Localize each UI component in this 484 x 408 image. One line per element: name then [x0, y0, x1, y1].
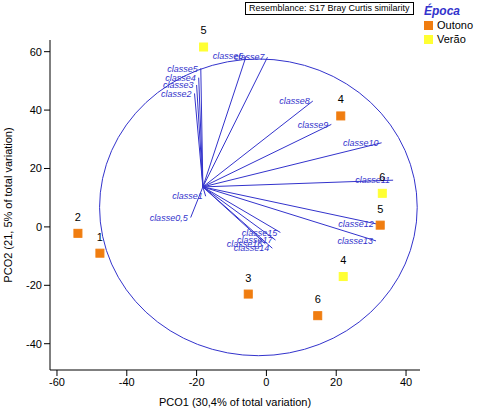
svg-text:-60: -60 — [49, 376, 65, 388]
svg-text:classe17: classe17 — [237, 235, 274, 245]
svg-text:classe12: classe12 — [338, 219, 374, 229]
svg-text:classe1: classe1 — [172, 191, 203, 201]
svg-text:1: 1 — [97, 231, 103, 243]
svg-text:classe3: classe3 — [163, 80, 194, 91]
svg-text:classe15: classe15 — [241, 227, 278, 238]
svg-text:6: 6 — [315, 293, 321, 305]
svg-text:60: 60 — [30, 46, 42, 58]
svg-text:classe0,5: classe0,5 — [150, 213, 189, 223]
html-text:Verão: Verão — [437, 33, 466, 45]
svg-text:4: 4 — [338, 93, 344, 105]
svg-text:PCO1 (30,4% of total variation: PCO1 (30,4% of total variation) — [159, 396, 311, 408]
svg-text:5: 5 — [201, 24, 207, 36]
svg-text:5: 5 — [377, 203, 383, 215]
svg-text:classe8: classe8 — [279, 96, 310, 106]
svg-text:0: 0 — [263, 376, 269, 388]
svg-text:PCO2 (21, 5% of total variatio: PCO2 (21, 5% of total variation) — [8, 127, 14, 282]
svg-text:6: 6 — [379, 171, 385, 183]
svg-text:classe13: classe13 — [337, 236, 373, 246]
svg-text:classe6: classe6 — [212, 51, 244, 62]
svg-text:40: 40 — [400, 376, 412, 388]
svg-text:classe2: classe2 — [161, 88, 192, 99]
svg-text:3: 3 — [245, 272, 251, 284]
html-text:Resemblance: S17 Bray Curtis s: Resemblance: S17 Bray Curtis similarity — [249, 3, 410, 13]
svg-text:20: 20 — [330, 376, 342, 388]
svg-text:2: 2 — [75, 211, 81, 223]
svg-text:classe11: classe11 — [355, 175, 391, 186]
svg-text:classe10: classe10 — [343, 138, 379, 148]
svg-text:40: 40 — [30, 104, 42, 116]
svg-text:-40: -40 — [26, 338, 42, 350]
svg-text:classe9: classe9 — [298, 120, 329, 130]
svg-text:-40: -40 — [119, 376, 135, 388]
svg-text:4: 4 — [340, 254, 346, 266]
html-text:Época: Época — [424, 4, 460, 18]
svg-text:-20: -20 — [26, 279, 42, 291]
svg-text:classe4: classe4 — [165, 73, 196, 83]
html-text:Outono: Outono — [437, 19, 474, 31]
svg-text:classe7: classe7 — [234, 52, 266, 62]
svg-text:-20: -20 — [189, 376, 205, 388]
svg-text:0: 0 — [36, 221, 42, 233]
svg-text:20: 20 — [30, 162, 42, 174]
svg-text:classe5: classe5 — [167, 64, 199, 74]
